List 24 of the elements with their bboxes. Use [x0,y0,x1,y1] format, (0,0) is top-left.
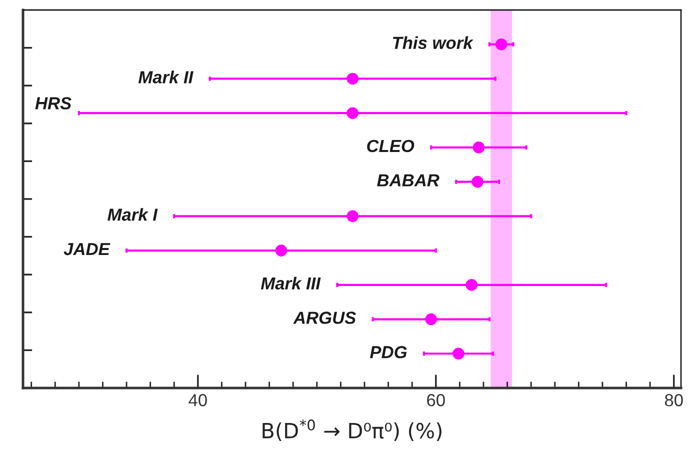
y-tick-label: Mark III [260,276,321,290]
point [472,142,485,154]
point [275,244,288,256]
y-tick-label: BABAR [377,174,440,186]
point [452,348,464,360]
x-tick-label: 60 [427,394,445,406]
y-tick-label: HRS [35,97,72,110]
x-tick-label: 80 [664,394,683,406]
y-tick-label: PDG [370,346,407,358]
y-tick-label: JADE [64,243,110,256]
y-tick-label: Mark I [108,208,158,221]
y-tick-label: This work [392,36,474,50]
y-tick-label: Mark II [138,70,194,84]
point [495,38,508,50]
y-tick-label: CLEO [367,140,414,152]
y-tick-label: ARGUS [293,312,356,324]
point [346,210,358,222]
point [346,72,358,85]
point [346,107,358,119]
point [425,313,438,326]
x-axis-title: B(D$^{*0}$ → D⁰π⁰) (%) [262,419,442,441]
x-tick-label: 40 [188,394,207,406]
point [472,176,484,188]
point [466,279,478,291]
